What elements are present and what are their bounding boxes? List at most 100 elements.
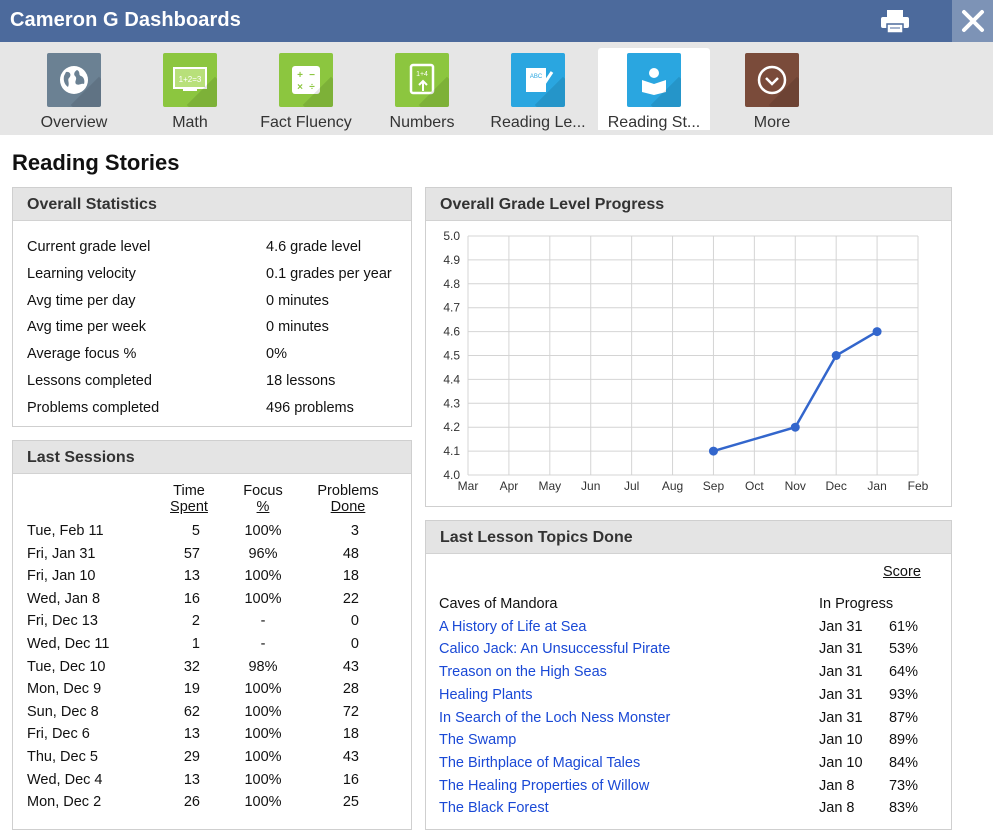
- grade-progress-chart: 4.0 4.1 4.2 4.3 4.4 4.5 4.6 4.7 4.8 4.9 5.0 Mar Apr M…: [443, 229, 928, 493]
- session-problems-done: 22: [342, 590, 359, 607]
- session-focus: 100%: [244, 568, 282, 585]
- session-time-spent: 16: [183, 590, 200, 607]
- y-tick-label: 4.9: [443, 253, 460, 267]
- session-focus: -: [260, 636, 266, 652]
- table-row: Wed, Dec 4 13 100% 16: [13, 772, 411, 795]
- print-button[interactable]: [878, 8, 912, 34]
- y-tick-label: 4.5: [443, 349, 460, 363]
- topic-link[interactable]: Healing Plants: [439, 686, 533, 703]
- topic-link[interactable]: The Black Forest: [439, 800, 549, 817]
- topic-link[interactable]: The Birthplace of Magical Tales: [439, 754, 641, 771]
- y-tick-label: 4.3: [443, 396, 460, 410]
- topic-link[interactable]: Calico Jack: An Unsuccessful Pirate: [439, 641, 671, 658]
- topic-score: 61%: [888, 618, 918, 635]
- y-tick-label: 4.8: [443, 277, 460, 291]
- tab-label: More: [753, 114, 791, 131]
- svg-text:×: ×: [297, 82, 303, 93]
- tab-numbers[interactable]: 1+4 Numbers: [364, 48, 480, 131]
- stat-label: Lessons completed: [27, 373, 152, 389]
- x-tick-label: Jun: [581, 479, 600, 493]
- table-row: Wed, Jan 8 16 100% 22: [13, 591, 411, 614]
- tab-label: Overview: [40, 114, 108, 131]
- topic-link[interactable]: The Swamp: [439, 732, 517, 749]
- session-time-spent: 29: [183, 749, 200, 765]
- session-time-spent: 13: [183, 771, 200, 788]
- topic-date: Jan 31: [819, 664, 863, 681]
- topic-score: 73%: [888, 777, 918, 794]
- stat-value: 0.1 grades per year: [266, 265, 392, 282]
- session-date: Sun, Dec 8: [27, 703, 99, 720]
- x-tick-label: Apr: [500, 479, 519, 493]
- title-bar: Cameron G Dashboards: [0, 0, 993, 42]
- column-header-time-spent: Time Spent: [170, 483, 208, 515]
- y-tick-label: 4.7: [443, 301, 460, 315]
- data-point: [831, 351, 841, 360]
- table-row: Thu, Dec 5 29 100% 43: [13, 749, 411, 772]
- svg-text:1+4: 1+4: [416, 71, 428, 78]
- session-problems-done: 18: [342, 568, 359, 585]
- number-tablet-icon: 1+4: [395, 53, 449, 107]
- session-time-spent: 57: [183, 545, 200, 562]
- tab-reading-stories[interactable]: Reading St...: [598, 48, 710, 131]
- svg-text:ABC: ABC: [530, 74, 543, 80]
- abc-notepad-icon: ABC: [511, 53, 565, 107]
- table-row: Mon, Dec 2 26 100% 25: [13, 794, 411, 817]
- list-item: In Search of the Loch Ness Monster Jan 31…: [426, 710, 950, 733]
- x-tick-label: May: [538, 479, 561, 493]
- table-row: Fri, Dec 13 2 - 0: [13, 613, 411, 636]
- topic-link[interactable]: Treason on the High Seas: [439, 664, 607, 681]
- overall-statistics-panel: Overall Statistics Current grade level 4.…: [12, 187, 412, 427]
- topic-date: Jan 8: [819, 800, 855, 817]
- tab-reading-level[interactable]: ABC Reading Le...: [480, 48, 596, 131]
- stat-value: 18 lessons: [266, 373, 336, 389]
- tab-math[interactable]: 1+2=3 Math: [132, 48, 248, 131]
- topic-link[interactable]: A History of Life at Sea: [439, 618, 587, 635]
- session-time-spent: 13: [183, 726, 200, 743]
- close-button[interactable]: [952, 0, 993, 42]
- session-date: Thu, Dec 5: [27, 749, 98, 765]
- topic-date: In Progress: [819, 596, 894, 612]
- x-tick-label: Dec: [826, 479, 847, 493]
- session-focus: 96%: [248, 545, 278, 562]
- stat-label: Avg time per week: [27, 319, 147, 336]
- chevron-circle-icon: [745, 53, 799, 107]
- topic-date: Jan 31: [819, 686, 863, 703]
- printer-icon: [881, 10, 909, 34]
- tab-label: Fact Fluency: [260, 114, 352, 131]
- session-problems-done: 18: [342, 726, 359, 743]
- stat-label: Avg time per day: [27, 292, 136, 309]
- close-icon: [961, 10, 984, 32]
- tab-overview[interactable]: Overview: [16, 48, 132, 131]
- session-focus: 100%: [244, 703, 282, 720]
- chalkboard-icon: 1+2=3: [163, 53, 217, 107]
- stat-value: 496 problems: [266, 399, 354, 416]
- topic-date: Jan 31: [819, 709, 863, 726]
- data-point: [790, 422, 800, 432]
- stat-label: Average focus %: [27, 346, 137, 363]
- session-time-spent: 5: [191, 523, 200, 539]
- panel-header: Last Lesson Topics Done: [426, 521, 951, 554]
- topic-score: 84%: [888, 754, 918, 771]
- tab-more[interactable]: More: [714, 48, 830, 131]
- session-problems-done: 72: [342, 703, 359, 720]
- y-tick-label: 4.1: [443, 444, 460, 458]
- list-item: The Swamp Jan 10 89%: [426, 732, 950, 755]
- stat-label: Problems completed: [27, 399, 160, 416]
- score-column-header: Score: [883, 564, 921, 580]
- session-time-spent: 26: [183, 794, 200, 811]
- svg-text:1+2=3: 1+2=3: [179, 75, 202, 84]
- table-row: Tue, Feb 11 5 100% 3: [13, 523, 411, 546]
- topic-link[interactable]: The Healing Properties of Willow: [439, 777, 650, 794]
- topic-link[interactable]: In Search of the Loch Ness Monster: [439, 709, 671, 726]
- tab-fact-fluency[interactable]: + − × ÷ Fact Fluency: [248, 48, 364, 131]
- y-tick-label: 5.0: [443, 229, 460, 243]
- last-lesson-topics-panel: Last Lesson Topics Done Score Caves of M…: [425, 520, 952, 830]
- column-header-focus: Focus %: [243, 483, 283, 515]
- list-item: Calico Jack: An Unsuccessful Pirate Jan 3…: [426, 641, 950, 664]
- x-tick-label: Sep: [703, 479, 725, 493]
- tab-label: Math: [172, 114, 208, 131]
- svg-text:+: +: [297, 70, 303, 81]
- y-tick-label: 4.0: [443, 468, 460, 482]
- window-title: Cameron G Dashboards: [10, 9, 241, 31]
- session-problems-done: 0: [350, 613, 359, 630]
